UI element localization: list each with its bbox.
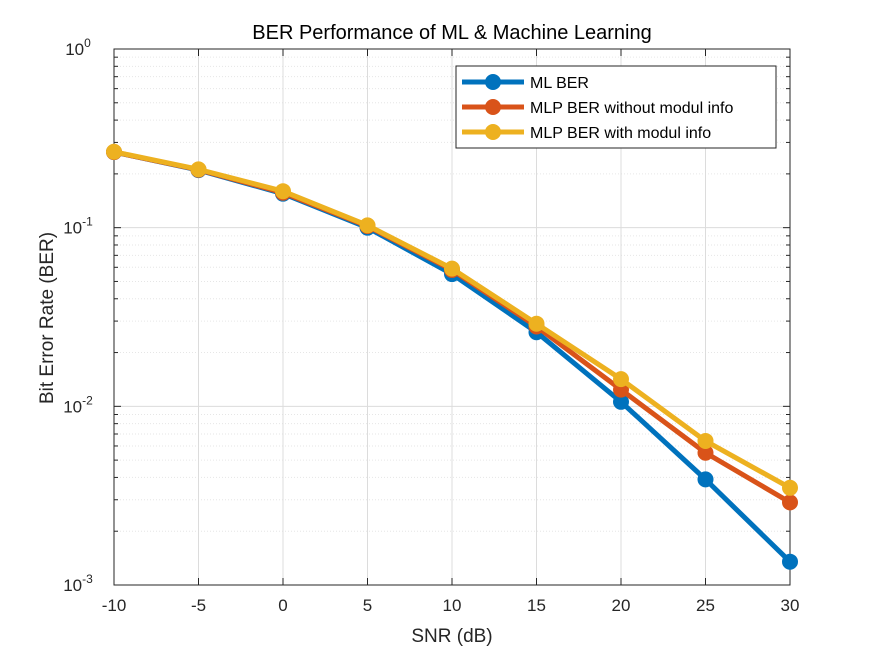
x-tick-label: 30	[781, 596, 800, 615]
legend: ML BER MLP BER without modul info MLP BER …	[455, 65, 777, 149]
x-tick-label: 10	[443, 596, 462, 615]
legend-item: MLP BER with modul info	[462, 124, 711, 142]
data-point	[444, 260, 460, 277]
legend-marker	[485, 99, 501, 115]
plot-frame	[113, 48, 791, 586]
legend-item: MLP BER without modul info	[462, 99, 733, 117]
data-point	[275, 183, 291, 200]
series-3	[106, 143, 798, 496]
x-axis-title: SNR (dB)	[411, 626, 492, 647]
y-tick-labels: 100 10-1 10-2 10-3	[63, 36, 93, 595]
legend-label: MLP BER with modul info	[530, 125, 711, 142]
data-point	[106, 143, 122, 160]
x-tick-label: 15	[527, 596, 546, 615]
legend-marker	[485, 74, 501, 90]
chart-title: BER Performance of ML & Machine Learning	[252, 22, 651, 44]
y-tick-label: 10-1	[63, 215, 93, 238]
data-point	[697, 432, 714, 449]
x-tick-label: 20	[612, 596, 631, 615]
data-point	[528, 315, 545, 332]
x-tick-label: 25	[696, 596, 715, 615]
y-axis-title: Bit Error Rate (BER)	[37, 232, 58, 404]
x-tick-label: -10	[102, 596, 127, 615]
legend-label: MLP BER without modul info	[530, 100, 733, 117]
x-tick-label: 0	[278, 596, 287, 615]
series-layer	[106, 143, 798, 570]
data-point	[782, 553, 798, 570]
data-point	[697, 471, 714, 488]
data-point	[359, 217, 376, 234]
legend-label: ML BER	[530, 75, 589, 92]
legend-marker	[485, 124, 501, 140]
legend-item: ML BER	[462, 74, 589, 92]
y-tick-label: 10-2	[63, 393, 93, 416]
data-point	[613, 371, 629, 388]
x-tick-label: 5	[363, 596, 372, 615]
x-tick-labels: -10 -5 0 5 10 15 20 25 30	[102, 596, 800, 615]
x-tick-label: -5	[191, 596, 206, 615]
data-point	[782, 479, 798, 496]
y-tick-label: 10-3	[63, 572, 93, 595]
data-point	[190, 161, 207, 178]
legend-items: ML BER MLP BER without modul info MLP BER …	[462, 74, 733, 142]
y-tick-label: 100	[65, 36, 91, 59]
data-point	[782, 494, 798, 511]
